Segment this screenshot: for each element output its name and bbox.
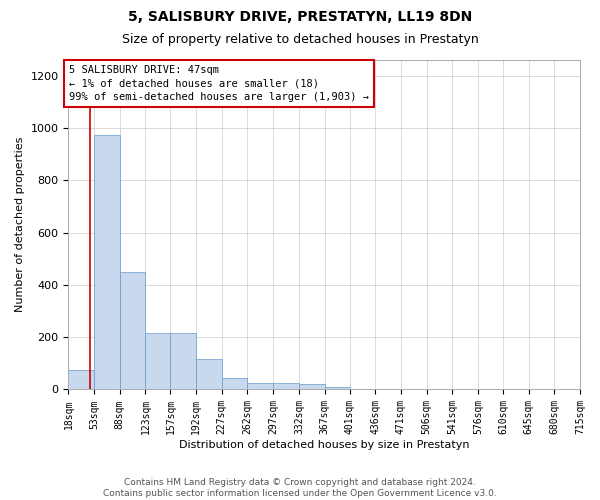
Bar: [325, 387, 350, 390]
Text: 5, SALISBURY DRIVE, PRESTATYN, LL19 8DN: 5, SALISBURY DRIVE, PRESTATYN, LL19 8DN: [128, 10, 472, 24]
Y-axis label: Number of detached properties: Number of detached properties: [15, 137, 25, 312]
Bar: [196, 360, 222, 390]
X-axis label: Distribution of detached houses by size in Prestatyn: Distribution of detached houses by size …: [179, 440, 469, 450]
Text: Contains HM Land Registry data © Crown copyright and database right 2024.
Contai: Contains HM Land Registry data © Crown c…: [103, 478, 497, 498]
Text: 5 SALISBURY DRIVE: 47sqm
← 1% of detached houses are smaller (18)
99% of semi-de: 5 SALISBURY DRIVE: 47sqm ← 1% of detache…: [69, 65, 369, 102]
Bar: [222, 378, 247, 390]
Bar: [68, 370, 94, 390]
Bar: [145, 334, 170, 390]
Bar: [120, 272, 145, 390]
Bar: [94, 134, 120, 390]
Bar: [299, 384, 325, 390]
Bar: [170, 334, 196, 390]
Text: Size of property relative to detached houses in Prestatyn: Size of property relative to detached ho…: [122, 32, 478, 46]
Bar: [273, 383, 299, 390]
Bar: [247, 383, 273, 390]
